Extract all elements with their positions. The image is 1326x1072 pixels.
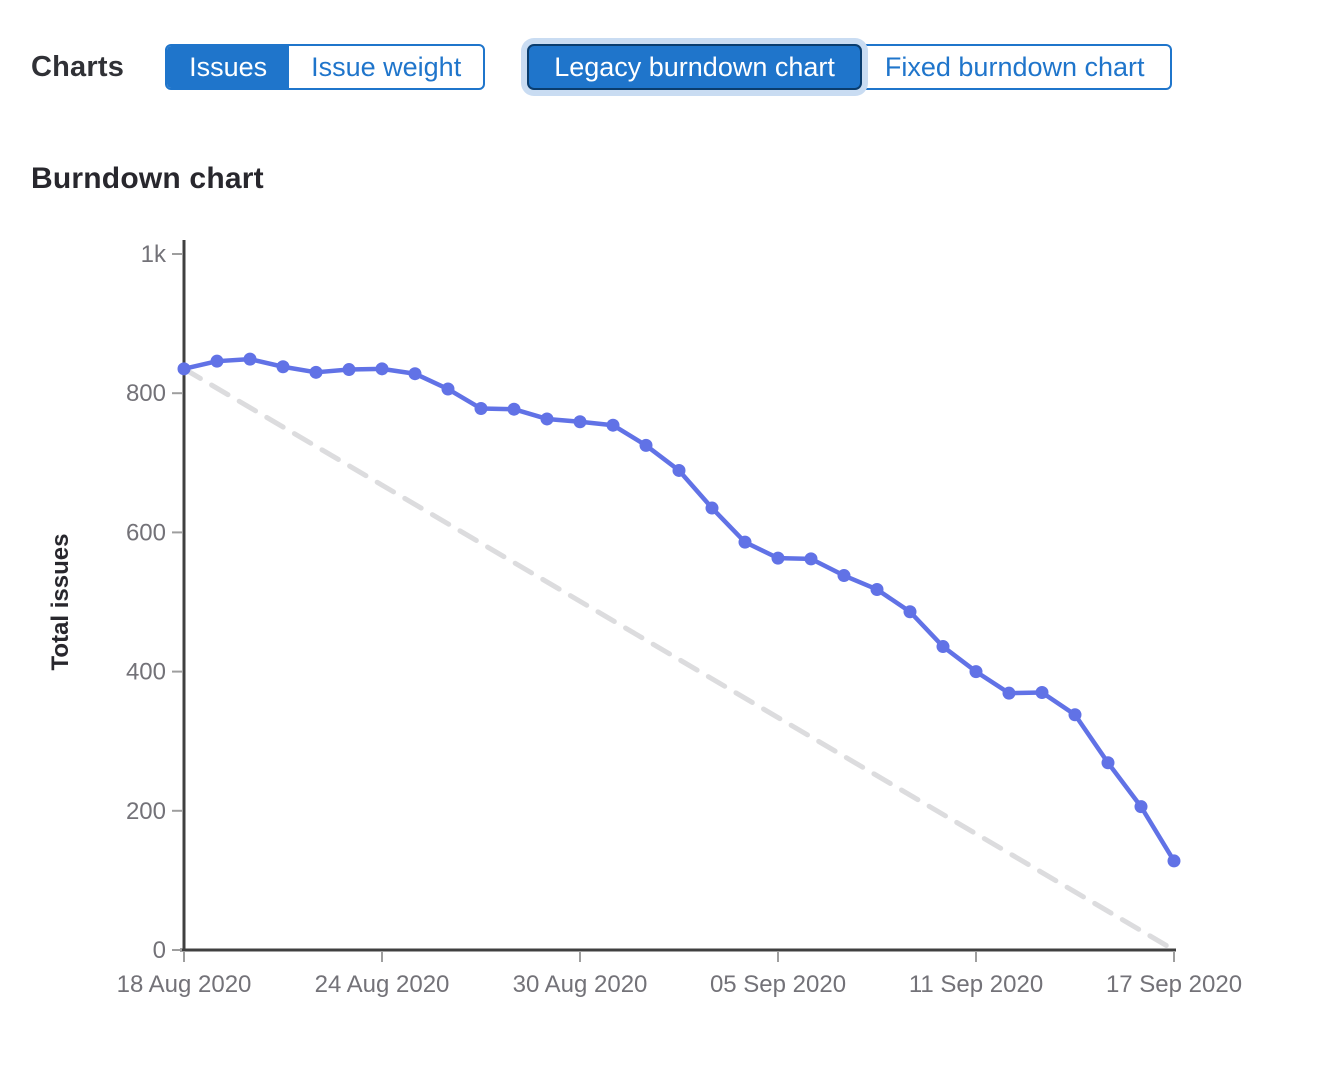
data-point[interactable]	[705, 501, 719, 515]
issues-toggle-button[interactable]: Issues	[167, 46, 290, 88]
y-tick-label: 0	[153, 937, 166, 964]
burndown-chart-title: Burndown chart	[31, 162, 264, 195]
x-tick-label: 18 Aug 2020	[117, 971, 252, 998]
axes	[180, 240, 1176, 952]
data-point[interactable]	[639, 438, 653, 452]
data-point[interactable]	[1035, 685, 1049, 699]
x-axis-ticks: 18 Aug 2020 24 Aug 2020 30 Aug 2020 05 Sep …	[117, 952, 1242, 998]
fixed-burndown-chart-button[interactable]: Fixed burndown chart	[859, 44, 1172, 90]
y-axis-ticks: 0 200 400 600 800 1k	[126, 241, 182, 964]
data-point[interactable]	[540, 412, 554, 426]
data-point[interactable]	[408, 367, 422, 381]
data-point[interactable]	[672, 463, 686, 477]
x-tick-label: 30 Aug 2020	[513, 971, 648, 998]
data-point[interactable]	[210, 354, 224, 368]
data-point[interactable]	[1068, 708, 1082, 722]
charts-label: Charts	[31, 50, 125, 83]
y-tick-label: 400	[126, 659, 166, 686]
charts-header: Charts Issues Issue weight Legacy burndo…	[31, 44, 1326, 90]
data-point[interactable]	[276, 360, 290, 374]
data-point[interactable]	[903, 605, 917, 619]
data-point[interactable]	[507, 402, 521, 416]
data-point[interactable]	[474, 402, 488, 416]
data-point[interactable]	[177, 362, 191, 376]
data-points	[177, 352, 1181, 868]
data-point[interactable]	[738, 535, 752, 549]
data-point[interactable]	[606, 418, 620, 432]
y-axis-title: Total issues	[47, 534, 74, 671]
data-point[interactable]	[1101, 756, 1115, 770]
chart-type-toggle-group: Legacy burndown chart Fixed burndown cha…	[527, 44, 1172, 90]
data-point[interactable]	[1002, 686, 1016, 700]
data-point[interactable]	[243, 352, 257, 366]
issue-weight-toggle-button[interactable]: Issue weight	[289, 46, 483, 88]
y-tick-label: 200	[126, 798, 166, 825]
data-point[interactable]	[309, 365, 323, 379]
data-point[interactable]	[804, 552, 818, 566]
y-tick-label: 600	[126, 519, 166, 546]
legacy-burndown-chart-button[interactable]: Legacy burndown chart	[527, 44, 862, 90]
data-point[interactable]	[441, 382, 455, 396]
data-point[interactable]	[1167, 854, 1181, 868]
data-point[interactable]	[771, 551, 785, 565]
data-point[interactable]	[837, 569, 851, 583]
y-tick-label: 800	[126, 380, 166, 407]
data-point[interactable]	[969, 665, 983, 679]
ideal-burndown-guideline	[181, 366, 1177, 953]
data-point[interactable]	[375, 362, 389, 376]
data-point[interactable]	[342, 363, 356, 377]
data-point[interactable]	[1134, 800, 1148, 814]
data-point[interactable]	[573, 415, 587, 429]
data-point[interactable]	[870, 582, 884, 596]
burndown-chart: 0 200 400 600 800 1k 18 Aug 2020 24 Aug 2020 30 …	[47, 240, 1242, 998]
x-tick-label: 17 Sep 2020	[1106, 971, 1242, 998]
x-tick-label: 24 Aug 2020	[315, 971, 450, 998]
y-tick-label: 1k	[141, 241, 167, 268]
metric-toggle-group: Issues Issue weight	[165, 44, 486, 90]
issues-remaining-line	[181, 356, 1177, 864]
x-tick-label: 11 Sep 2020	[909, 971, 1043, 998]
x-tick-label: 05 Sep 2020	[710, 971, 846, 998]
burndown-chart-container: 0 200 400 600 800 1k 18 Aug 2020 24 Aug 2020 30 …	[0, 210, 1326, 1027]
data-point[interactable]	[936, 640, 950, 654]
